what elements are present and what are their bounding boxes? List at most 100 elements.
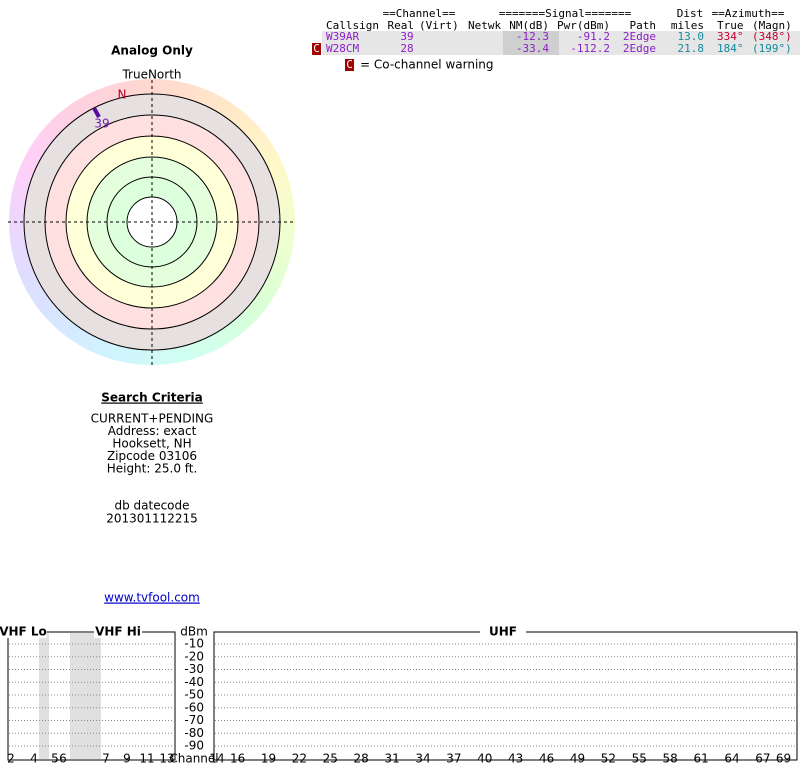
cell-highlight	[503, 43, 559, 55]
unit-label: dBm	[180, 625, 208, 639]
search-line: CURRENT+PENDING	[91, 412, 214, 426]
group-header: Dist	[677, 7, 704, 20]
channel-label: 52	[601, 752, 616, 766]
cell-true-az: 184°	[717, 42, 744, 55]
flag-box	[345, 59, 354, 71]
row-background	[322, 43, 800, 55]
channel-label: 58	[663, 752, 678, 766]
cell-path: 2Edge	[623, 42, 656, 55]
legend-text: = Co-channel warning	[360, 58, 494, 72]
station-marker	[92, 107, 101, 118]
label-bg	[480, 626, 526, 638]
group-header: =======Signal=======	[499, 7, 632, 20]
channel-label: 49	[570, 752, 585, 766]
search-line: Address: exact	[108, 424, 197, 438]
channel-label: 6	[59, 752, 67, 766]
dbm-tick-label: -80	[184, 726, 204, 740]
channel-axis-label: Channel	[169, 752, 218, 766]
n-label: N	[118, 88, 127, 102]
column-header: NM(dB)	[509, 19, 549, 32]
label-bg	[0, 626, 47, 638]
cell-real: 39	[400, 30, 413, 43]
row-background	[322, 31, 800, 43]
dbm-tick-label: -50	[184, 688, 204, 702]
dbm-tick-label: -90	[184, 739, 204, 753]
channel-label: 46	[539, 752, 554, 766]
dbm-tick-label: -20	[184, 649, 204, 663]
cell-path: 2Edge	[623, 30, 656, 43]
channel-label: 14	[209, 752, 224, 766]
cell-highlight	[503, 31, 559, 43]
channel-label: 2	[7, 752, 15, 766]
band-label: UHF	[489, 625, 517, 639]
cell-magn-az: (199°)	[752, 42, 792, 55]
channel-label: 28	[354, 752, 369, 766]
channel-label: 7	[102, 752, 110, 766]
cell-dist: 21.8	[678, 42, 705, 55]
cell-nm: -12.3	[516, 30, 549, 43]
search-line: Zipcode 03106	[107, 449, 197, 463]
channel-label: 37	[446, 752, 461, 766]
column-header: Callsign	[326, 19, 379, 32]
column-header: Real	[388, 19, 415, 32]
band-label: VHF Hi	[95, 625, 141, 639]
uhf-panel	[213, 631, 798, 761]
channel-label: 19	[261, 752, 276, 766]
cell-pwr: -112.2	[570, 42, 610, 55]
channel-label: 13	[159, 752, 174, 766]
channel-label: 55	[632, 752, 647, 766]
column-header: (Magn)	[752, 19, 792, 32]
channel-label: 25	[323, 752, 338, 766]
channel-label: 67	[755, 752, 770, 766]
legend-flag: C	[346, 58, 353, 71]
channel-label: 22	[292, 752, 307, 766]
channel-label: 5	[51, 752, 59, 766]
dbm-tick-label: -10	[184, 637, 204, 651]
channel-label: 69	[776, 752, 791, 766]
datecode: 201301112215	[106, 512, 198, 526]
channel-label: 64	[724, 752, 739, 766]
channel-label: 16	[230, 752, 245, 766]
band-label: VHF Lo	[0, 625, 47, 639]
column-header: miles	[671, 19, 704, 32]
column-header: Pwr(dBm)	[557, 19, 610, 32]
search-heading: Search Criteria	[101, 391, 202, 405]
search-line: Hooksett, NH	[112, 437, 191, 451]
channel-label: 31	[384, 752, 399, 766]
column-header: Netwk	[468, 19, 501, 32]
cell-callsign: W28CM	[326, 42, 359, 55]
group-header: ==Channel==	[383, 7, 456, 20]
marker-label: 39	[94, 117, 109, 131]
north-label: TrueNorth	[121, 68, 181, 82]
channel-label: 4	[30, 752, 38, 766]
dbm-tick-label: -60	[184, 700, 204, 714]
vhf-panel	[7, 631, 176, 761]
cell-pwr: -91.2	[577, 30, 610, 43]
cell-true-az: 334°	[717, 30, 744, 43]
channel-label: 40	[477, 752, 492, 766]
channel-label: 11	[139, 752, 154, 766]
channel-label: 43	[508, 752, 523, 766]
channel-label: 61	[693, 752, 708, 766]
search-line: Height: 25.0 ft.	[107, 462, 198, 476]
group-header: ==Azimuth==	[712, 7, 785, 20]
channel-label: 34	[415, 752, 430, 766]
flag-box	[312, 43, 321, 55]
vhf-gap	[39, 633, 49, 759]
channel-label: 9	[123, 752, 131, 766]
cochannel-flag: C	[313, 42, 320, 55]
dbm-tick-label: -70	[184, 713, 204, 727]
cell-magn-az: (348°)	[752, 30, 792, 43]
cell-real: 28	[400, 42, 413, 55]
label-bg	[94, 626, 142, 638]
column-header: Path	[630, 19, 657, 32]
column-header: (Virt)	[419, 19, 459, 32]
column-header: True	[717, 19, 744, 32]
cell-dist: 13.0	[678, 30, 705, 43]
datecode-label: db datecode	[114, 499, 189, 513]
dbm-tick-label: -40	[184, 675, 204, 689]
tvfool-link[interactable]: www.tvfool.com	[104, 591, 200, 605]
dbm-tick-label: -30	[184, 662, 204, 676]
